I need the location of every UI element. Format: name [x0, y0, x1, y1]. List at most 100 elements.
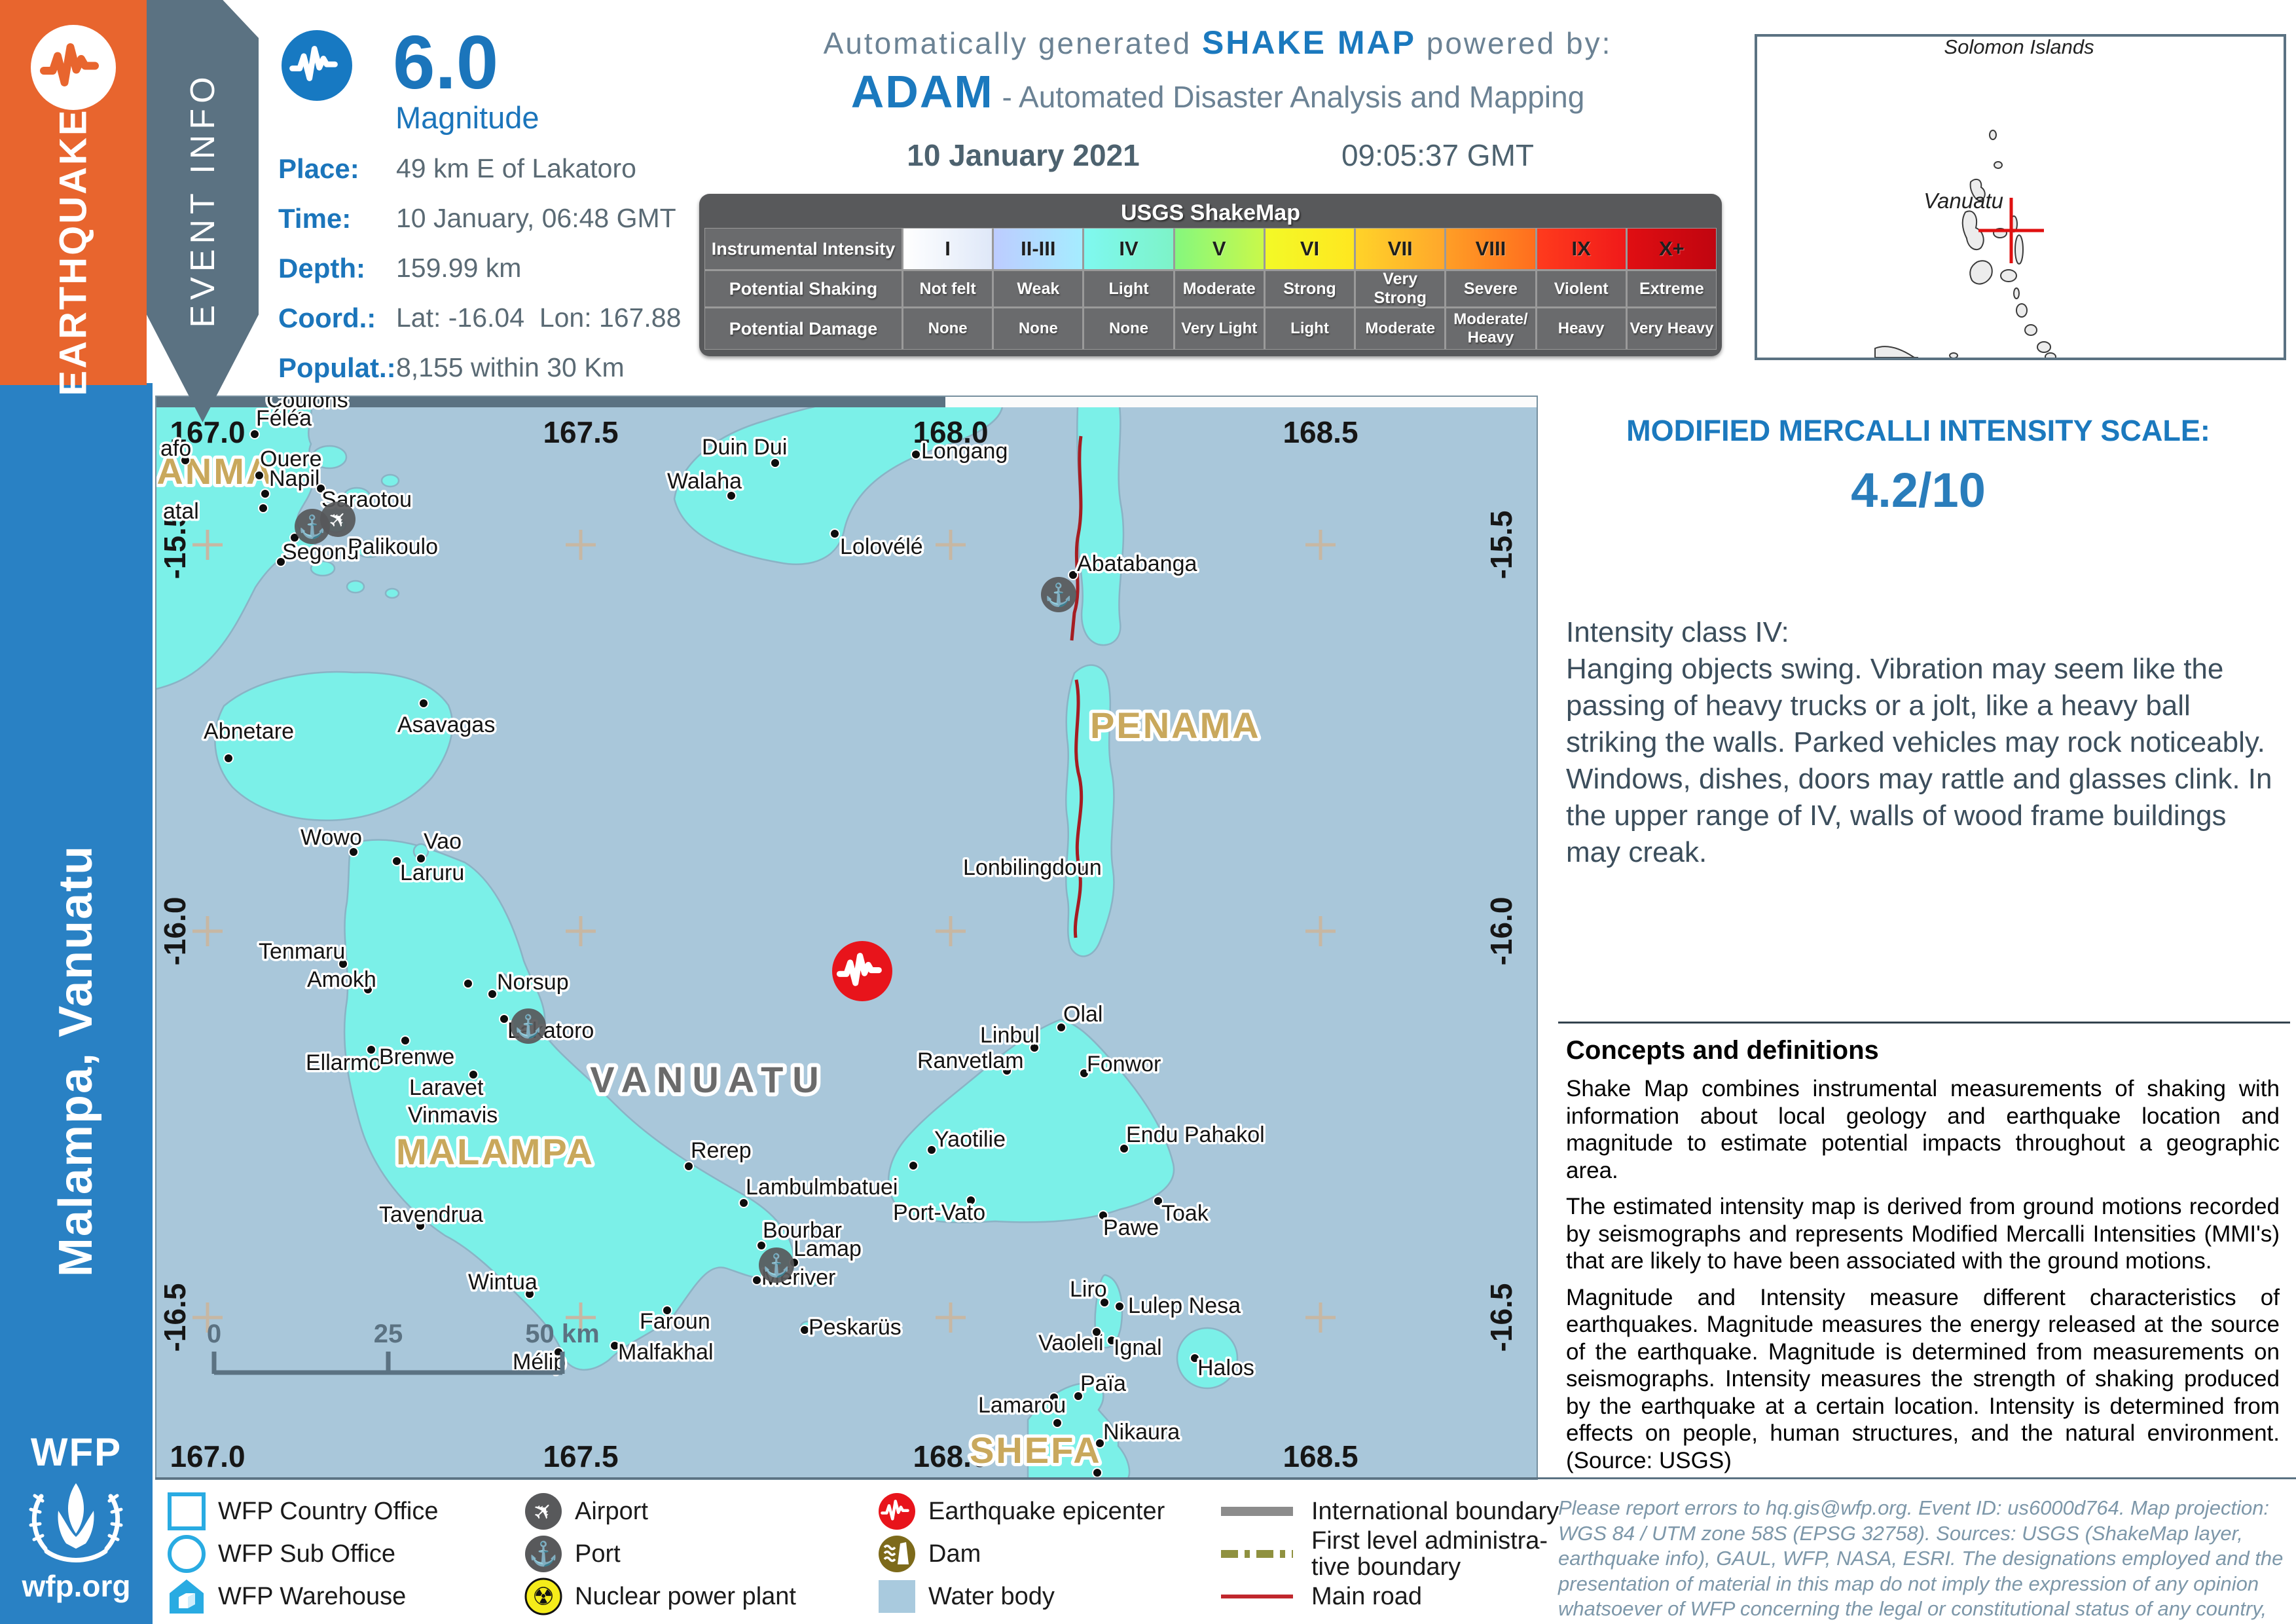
- usgs-cell-numeral: I: [903, 229, 993, 269]
- region-label: SHEFA: [970, 1430, 1102, 1471]
- place-dot: [524, 1289, 535, 1299]
- legend-column: WFP Country Office WFP Sub Office WFP Ware…: [167, 1492, 439, 1615]
- place-dot: [966, 1195, 976, 1206]
- place-label: Olal: [1063, 1002, 1102, 1027]
- place-dot: [1099, 1297, 1110, 1308]
- event-field-value: 8,155 within 30 Km: [396, 352, 625, 382]
- mmi-heading: MODIFIED MERCALLI INTENSITY SCALE:: [1626, 414, 2210, 447]
- divider: [155, 1477, 2296, 1479]
- usgs-cell-numeral: VI: [1265, 229, 1355, 269]
- axis-label: -16.5: [1484, 1283, 1518, 1352]
- place-dot: [756, 1240, 767, 1251]
- magnitude-icon: [280, 29, 354, 105]
- axis-label: -15.5: [1484, 511, 1518, 580]
- legend-item: International boundary: [1214, 1493, 1559, 1530]
- place-label: atal: [163, 499, 199, 524]
- place-label: Ellarmo: [306, 1050, 381, 1075]
- place-dot: [400, 1035, 410, 1046]
- scale-bar-label: 25: [374, 1320, 403, 1348]
- place-dot: [683, 1161, 694, 1172]
- epicenter-crosshair-icon: [1978, 198, 2044, 263]
- map-disclaimer: Please report errors to hq.gis@wfp.org. …: [1558, 1496, 2284, 1624]
- concepts-paragraphs: Shake Map combines instrumental measurem…: [1566, 1075, 2280, 1483]
- place-label: Linbul: [980, 1023, 1040, 1048]
- event-field-row: Place: 49 km E of Lakatoro: [278, 153, 681, 203]
- concepts-paragraph: The estimated intensity map is derived f…: [1566, 1194, 2280, 1274]
- place-label: Abatabanga: [1077, 551, 1197, 576]
- event-field-label: Depth:: [278, 253, 365, 284]
- legend-item: First level administra- tive boundary: [1214, 1528, 1559, 1580]
- main-map: 167.0 167.0 167.5 167.5 168.0 168.0 168.5 168.5…: [155, 396, 1538, 1480]
- place-label: Port-Vato: [893, 1200, 985, 1225]
- place-label: Ouere: [260, 447, 322, 471]
- legend-item: ☢ Nuclear power plant: [524, 1578, 796, 1615]
- earthquake-banner: EARTHQUAKE: [0, 0, 147, 396]
- nuclear-icon: ☢: [524, 1578, 563, 1615]
- place-label: Pawe: [1103, 1215, 1159, 1240]
- place-dot: [1091, 1327, 1102, 1337]
- usgs-cell-shaking: Light: [1084, 271, 1173, 306]
- place-dot: [752, 1275, 762, 1285]
- place-dot: [223, 753, 234, 764]
- place-dot: [1095, 1438, 1105, 1449]
- place-label: Tenmaru: [259, 939, 345, 964]
- place-dot: [1079, 1068, 1089, 1079]
- place-dot: [1056, 1022, 1066, 1033]
- place-label: Lambulmbatuei: [746, 1175, 898, 1200]
- usgs-cell-numeral: VII: [1356, 229, 1445, 269]
- svg-text:⚓: ⚓: [763, 1253, 790, 1278]
- place-label: Païa: [1080, 1371, 1126, 1396]
- legend-column: International boundary First level admini…: [1214, 1493, 1559, 1615]
- place-dot: [392, 856, 402, 866]
- place-dot: [799, 1325, 810, 1335]
- place-dot: [276, 557, 286, 567]
- main-road-icon: [1214, 1578, 1300, 1615]
- place-label: Liro: [1070, 1277, 1107, 1302]
- place-label: Tavendrua: [379, 1202, 483, 1227]
- legend-item-label: Water body: [928, 1583, 1055, 1610]
- dam-icon: [877, 1535, 917, 1573]
- event-field-row: Depth: 159.99 km: [278, 253, 681, 303]
- place-dot: [180, 455, 191, 466]
- main-road: [1073, 679, 1084, 938]
- waterbody-icon: [877, 1578, 917, 1615]
- event-field-label: Populat.:: [278, 352, 396, 383]
- event-info-banner: EVENT INFO: [147, 0, 259, 422]
- country-label: VANUATU: [590, 1059, 828, 1100]
- usgs-cell-numeral: II-III: [994, 229, 1083, 269]
- usgs-cell-numeral: IV: [1084, 229, 1173, 269]
- header-line1: Automatically generated SHAKE MAP powere…: [823, 24, 1613, 61]
- place-label: Norsup: [497, 970, 569, 995]
- place-label: Wintua: [468, 1270, 538, 1295]
- admin-boundary-icon: [1214, 1535, 1300, 1573]
- usgs-cell-shaking: Weak: [994, 271, 1083, 306]
- place-label: Halos: [1197, 1356, 1254, 1380]
- place-dot: [1114, 1301, 1125, 1312]
- place-dot: [1078, 864, 1089, 875]
- usgs-shakemap-table: USGS ShakeMap Instrumental Intensity I II-…: [699, 194, 1722, 356]
- place-dot: [1073, 1391, 1084, 1401]
- place-label: Fonwor: [1087, 1052, 1161, 1077]
- place-label: Malfakhal: [618, 1340, 714, 1365]
- axis-label: 167.0: [170, 415, 245, 449]
- event-field-label: Coord.:: [278, 303, 376, 333]
- place-label: Coulons: [266, 397, 348, 413]
- place-dot: [1029, 1043, 1040, 1053]
- place-dot: [829, 528, 840, 539]
- place-dot: [260, 489, 270, 499]
- usgs-row-label: Instrumental Intensity: [705, 229, 902, 269]
- place-label: Laravet: [409, 1075, 484, 1100]
- legend-item: WFP Country Office: [167, 1492, 439, 1530]
- event-field-label: Time:: [278, 203, 352, 234]
- port-icon: ⚓: [511, 1008, 546, 1044]
- legend-item-label: WFP Country Office: [218, 1498, 439, 1525]
- usgs-cell-damage: Moderate/ Heavy: [1446, 308, 1535, 349]
- header-line2: ADAM - Automated Disaster Analysis and M…: [850, 66, 1585, 117]
- place-dot: [249, 429, 260, 439]
- place-dot: [911, 449, 921, 460]
- event-info-banner-title: EVENT INFO: [184, 71, 222, 328]
- usgs-cell-shaking: Very Strong: [1356, 270, 1445, 307]
- usgs-cell-shaking: Severe: [1446, 271, 1535, 306]
- usgs-cell-shaking: Strong: [1265, 271, 1355, 306]
- place-dot: [610, 1340, 620, 1351]
